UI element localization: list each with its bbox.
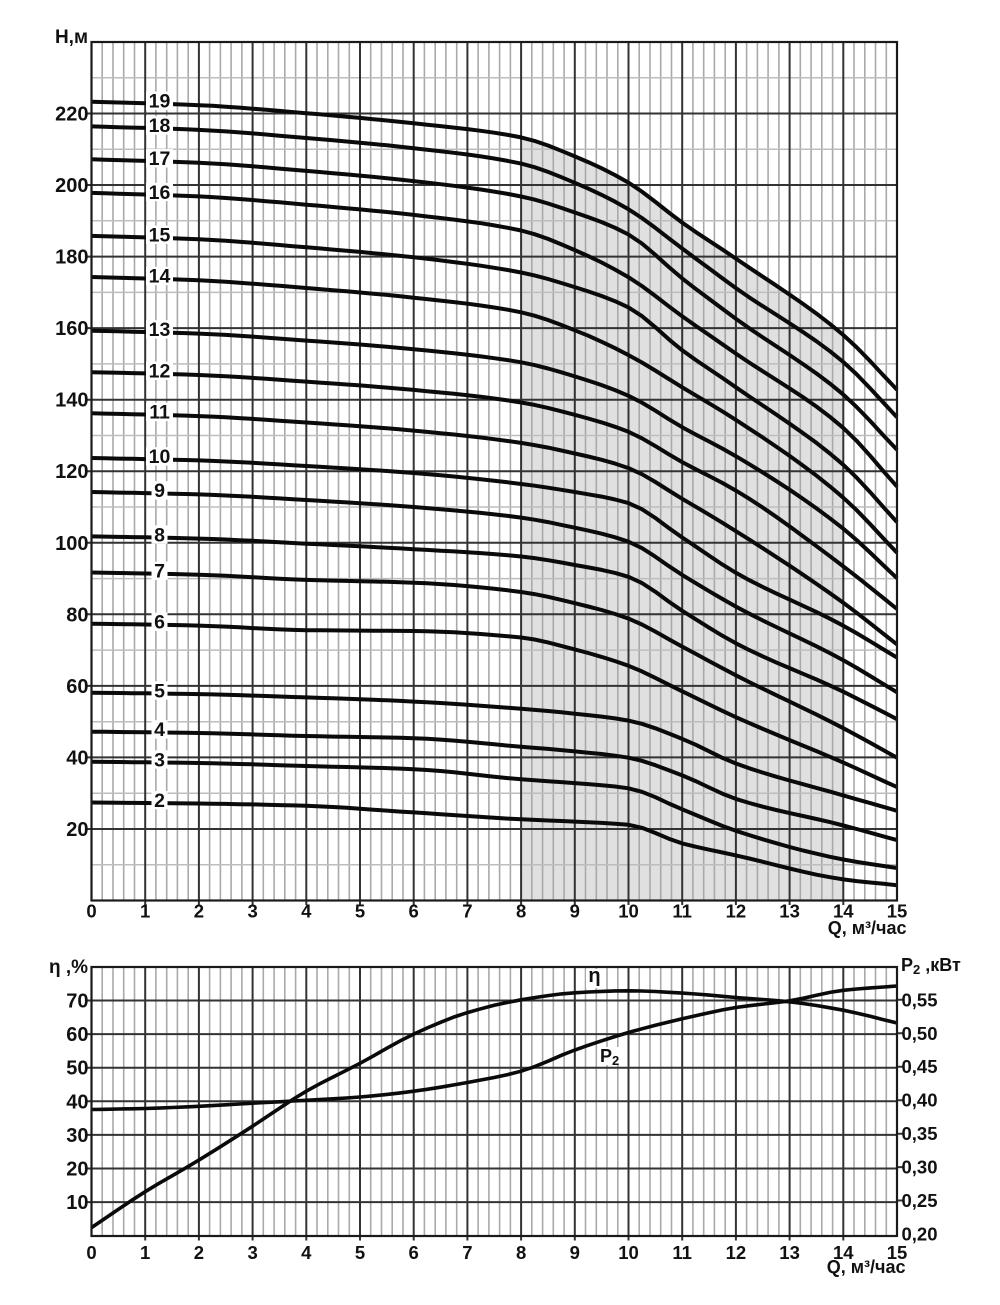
svg-text:6: 6	[409, 1242, 419, 1263]
svg-text:200: 200	[55, 175, 88, 197]
svg-text:13: 13	[779, 1242, 800, 1263]
svg-text:0,40: 0,40	[902, 1090, 938, 1111]
svg-text:140: 140	[55, 390, 88, 412]
svg-text:40: 40	[66, 1091, 88, 1113]
svg-text:7: 7	[462, 1242, 472, 1263]
svg-text:8: 8	[154, 524, 165, 546]
svg-text:60: 60	[66, 676, 88, 698]
svg-text:18: 18	[149, 115, 171, 137]
svg-text:Н,м: Н,м	[55, 27, 88, 48]
svg-text:50: 50	[66, 1058, 88, 1080]
svg-text:η ,%: η ,%	[49, 957, 88, 978]
svg-text:P2 ,кВт: P2 ,кВт	[901, 955, 961, 977]
svg-text:9: 9	[570, 1242, 580, 1263]
svg-text:14: 14	[149, 266, 171, 288]
svg-text:Q, м³/час: Q, м³/час	[828, 918, 907, 938]
svg-text:15: 15	[887, 901, 908, 922]
svg-text:8: 8	[516, 1242, 526, 1263]
svg-text:5: 5	[355, 1242, 365, 1263]
svg-text:0: 0	[86, 901, 96, 922]
svg-text:6: 6	[154, 612, 165, 634]
svg-text:7: 7	[462, 901, 472, 922]
svg-text:0,20: 0,20	[902, 1224, 938, 1245]
svg-text:12: 12	[726, 901, 747, 922]
svg-text:13: 13	[779, 901, 800, 922]
svg-text:10: 10	[618, 1242, 639, 1263]
svg-text:180: 180	[55, 247, 88, 269]
svg-text:Q, м³/час: Q, м³/час	[827, 1257, 906, 1277]
svg-text:120: 120	[55, 461, 88, 483]
svg-text:11: 11	[149, 402, 170, 424]
svg-text:100: 100	[55, 533, 88, 555]
svg-text:11: 11	[672, 901, 692, 922]
svg-text:17: 17	[149, 148, 171, 170]
svg-text:16: 16	[149, 182, 171, 204]
svg-text:0,30: 0,30	[902, 1157, 938, 1178]
svg-text:40: 40	[66, 747, 88, 769]
svg-text:70: 70	[66, 991, 88, 1013]
svg-text:8: 8	[516, 901, 526, 922]
svg-text:5: 5	[355, 901, 365, 922]
svg-text:0,50: 0,50	[902, 1023, 938, 1044]
svg-text:3: 3	[154, 749, 165, 771]
svg-text:20: 20	[66, 1159, 88, 1181]
svg-text:0,35: 0,35	[902, 1123, 938, 1144]
svg-text:1: 1	[140, 1242, 150, 1263]
svg-text:4: 4	[301, 901, 312, 922]
svg-text:12: 12	[149, 361, 171, 383]
svg-text:η: η	[588, 965, 600, 987]
svg-text:2: 2	[154, 790, 165, 812]
svg-text:0: 0	[86, 1242, 96, 1263]
svg-text:14: 14	[833, 901, 854, 922]
svg-text:2: 2	[194, 901, 204, 922]
svg-text:30: 30	[66, 1125, 88, 1147]
svg-text:20: 20	[66, 819, 88, 841]
svg-text:13: 13	[149, 319, 171, 341]
svg-text:3: 3	[247, 1242, 257, 1263]
svg-text:160: 160	[55, 318, 88, 340]
svg-text:60: 60	[66, 1024, 88, 1046]
svg-text:15: 15	[887, 1242, 908, 1263]
svg-text:11: 11	[672, 1242, 692, 1263]
svg-text:7: 7	[154, 561, 165, 583]
svg-text:4: 4	[154, 719, 165, 741]
svg-text:5: 5	[154, 680, 165, 702]
svg-text:10: 10	[618, 901, 639, 922]
svg-text:0,25: 0,25	[902, 1190, 938, 1211]
svg-text:9: 9	[154, 480, 165, 502]
svg-text:10: 10	[66, 1192, 88, 1214]
svg-text:4: 4	[301, 1242, 312, 1263]
svg-text:1: 1	[140, 901, 150, 922]
svg-text:19: 19	[149, 91, 171, 113]
svg-text:14: 14	[833, 1242, 854, 1263]
svg-text:80: 80	[66, 604, 88, 626]
svg-text:9: 9	[570, 901, 580, 922]
svg-text:15: 15	[149, 225, 171, 247]
svg-text:3: 3	[247, 901, 257, 922]
svg-text:12: 12	[726, 1242, 747, 1263]
svg-text:0,45: 0,45	[902, 1056, 938, 1077]
svg-text:10: 10	[149, 446, 171, 468]
svg-text:6: 6	[409, 901, 419, 922]
svg-text:2: 2	[194, 1242, 204, 1263]
svg-text:220: 220	[55, 104, 88, 126]
svg-text:0,55: 0,55	[902, 989, 938, 1010]
